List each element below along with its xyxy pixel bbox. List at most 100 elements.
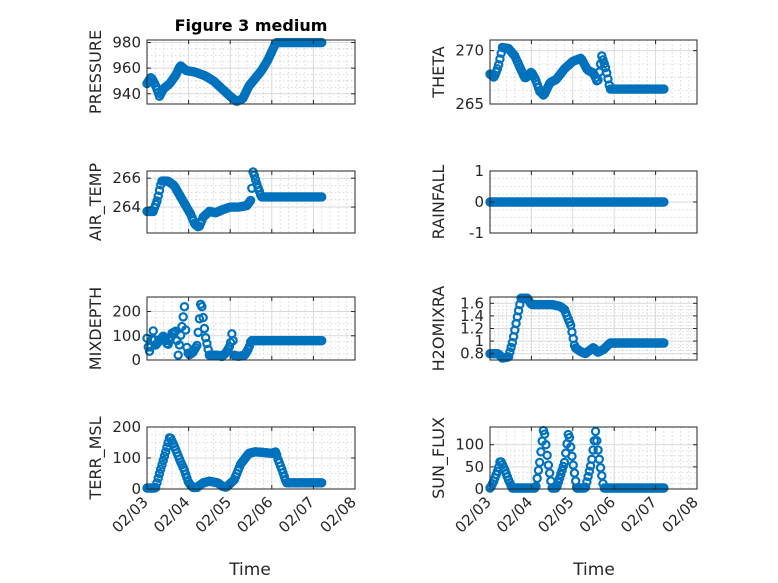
data-point xyxy=(152,478,162,488)
data-point xyxy=(534,457,545,468)
data-point xyxy=(495,54,505,64)
subplot-theta: 265 270 THETA xyxy=(429,39,698,113)
data-point xyxy=(151,482,161,493)
y-tick-label: 264 xyxy=(112,198,141,216)
data-point xyxy=(158,455,168,466)
x-tick-label: 02/05 xyxy=(534,493,577,536)
data-point xyxy=(202,338,212,349)
data-point xyxy=(153,191,163,201)
data-point xyxy=(192,340,202,351)
data-point xyxy=(144,346,155,356)
data-point xyxy=(148,326,158,336)
y-tick-label: 200 xyxy=(112,303,141,321)
axes-box xyxy=(489,39,698,105)
data-point xyxy=(567,451,577,461)
y-tick-label: 50 xyxy=(465,458,484,476)
data-point xyxy=(317,192,327,202)
data-point xyxy=(659,338,669,348)
data-point xyxy=(580,482,591,492)
y-tick-label: 0.8 xyxy=(460,345,484,363)
data-point xyxy=(594,454,604,465)
data-point xyxy=(317,37,327,48)
data-point xyxy=(566,442,576,452)
data-point xyxy=(317,478,327,488)
data-point xyxy=(161,447,171,457)
axes-box xyxy=(146,170,356,234)
data-point xyxy=(505,347,515,357)
data-point xyxy=(592,436,602,446)
x-tick-label: 02/05 xyxy=(192,493,235,536)
x-tick-label: 02/04 xyxy=(150,493,193,536)
data-point xyxy=(197,301,207,312)
axes-box xyxy=(146,296,356,361)
y-tick-label: -1 xyxy=(469,224,484,242)
y-tick-label: 960 xyxy=(112,59,141,77)
data-point xyxy=(159,451,170,461)
data-point xyxy=(198,312,208,323)
data-point xyxy=(541,440,551,450)
y-axis-label: H2OMIXRA xyxy=(429,286,448,372)
y-tick-label: 1 xyxy=(474,332,484,350)
data-point xyxy=(228,335,238,346)
axes-box xyxy=(146,39,356,105)
data-point xyxy=(584,466,595,476)
y-axis-label: PRESSURE xyxy=(86,30,105,114)
subplot-rainfall: -1 0 1 RAINFALL xyxy=(429,162,698,242)
y-tick-label: 940 xyxy=(112,85,141,103)
data-point xyxy=(157,460,167,470)
subplot-mixdepth: 0 100 200 MIXDEPTH xyxy=(86,287,356,370)
data-point xyxy=(506,342,516,353)
y-tick-label: 0 xyxy=(131,351,141,369)
y-tick-label: 266 xyxy=(112,169,141,187)
data-point xyxy=(173,350,183,360)
y-tick-label: 1 xyxy=(474,162,484,180)
x-tick-label: 02/03 xyxy=(452,493,495,536)
chart-title: Figure 3 medium xyxy=(175,16,328,35)
data-point xyxy=(493,60,504,70)
data-point xyxy=(156,464,166,474)
x-tick-label: 02/03 xyxy=(109,493,152,536)
data-point xyxy=(250,174,261,185)
x-tick-label: 02/08 xyxy=(317,493,360,536)
data-point xyxy=(153,473,163,483)
y-axis-label: AIR_TEMP xyxy=(86,163,106,241)
data-point xyxy=(542,450,552,461)
y-tick-label: 100 xyxy=(112,449,141,467)
data-point xyxy=(559,457,570,468)
data-point xyxy=(154,468,165,479)
y-tick-label: 0 xyxy=(474,193,484,211)
y-tick-label: 100 xyxy=(112,327,141,345)
y-tick-label: 200 xyxy=(112,418,141,436)
y-tick-label: 100 xyxy=(455,436,484,454)
y-axis-label: THETA xyxy=(429,46,448,98)
data-point xyxy=(180,325,191,335)
data-point xyxy=(582,477,592,487)
data-point xyxy=(200,333,211,343)
data-point xyxy=(317,335,327,346)
y-tick-label: 265 xyxy=(455,95,484,113)
y-tick-label: 980 xyxy=(112,34,141,52)
data-point xyxy=(659,84,669,94)
x-axis-label-right: Time xyxy=(572,560,615,580)
y-axis-label: SUN_FLUX xyxy=(429,417,449,499)
x-tick-label: 02/06 xyxy=(233,493,276,536)
subplot-air_temp: 264 266 AIR_TEMP xyxy=(86,163,356,241)
y-tick-label: 270 xyxy=(455,42,484,60)
y-tick-label: 0 xyxy=(474,480,484,498)
data-point xyxy=(659,483,669,493)
y-axis-label: MIXDEPTH xyxy=(86,287,105,370)
data-point xyxy=(590,426,601,437)
y-tick-label: 1.6 xyxy=(460,294,484,312)
x-tick-label: 02/04 xyxy=(493,493,536,536)
y-tick-label: 0 xyxy=(131,480,141,498)
x-tick-label: 02/07 xyxy=(275,493,318,536)
data-point xyxy=(154,185,165,196)
data-point xyxy=(245,195,256,206)
data-point xyxy=(600,62,611,73)
subplot-pressure: 940 960 980 PRESSURE Figure 3 medium xyxy=(86,16,356,114)
x-tick-label: 02/06 xyxy=(576,493,619,536)
axes-box xyxy=(489,426,698,490)
